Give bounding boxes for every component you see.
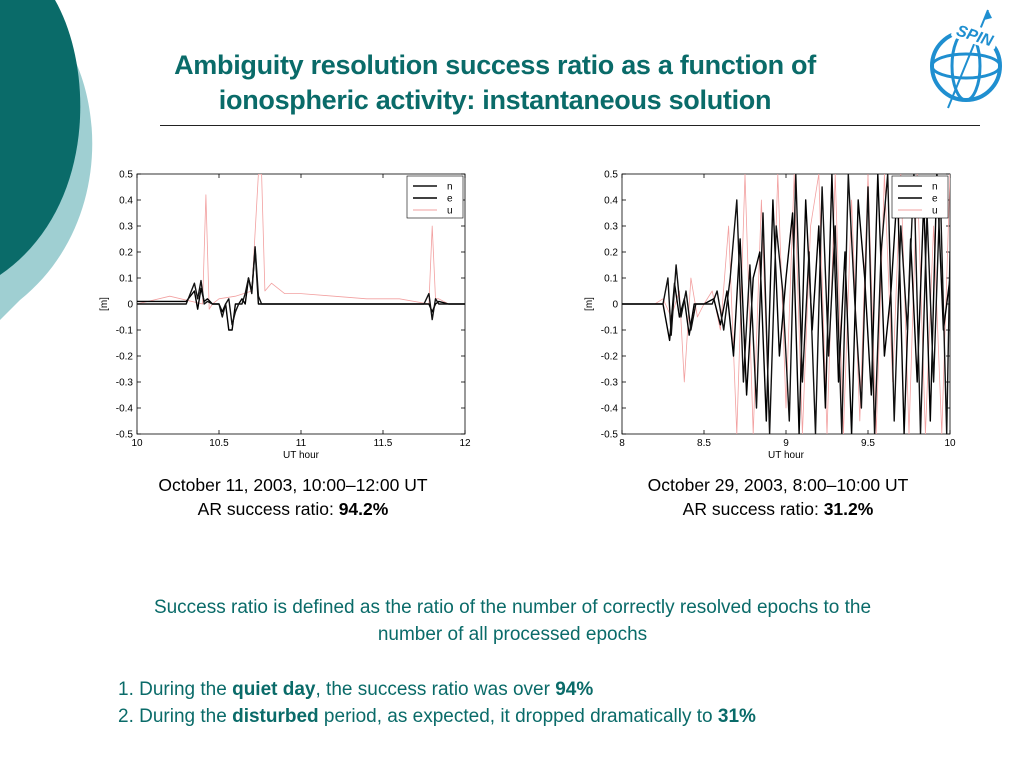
x-axis-label: UT hour bbox=[768, 450, 805, 461]
slide-title: Ambiguity resolution success ratio as a … bbox=[100, 48, 890, 118]
series-group bbox=[137, 174, 465, 331]
x-tick-label: 10.5 bbox=[209, 438, 229, 449]
caption-quiet-day: October 11, 2003, 10:00–12:00 UT AR succ… bbox=[103, 473, 483, 521]
chart-quiet-day: 0.5 0.4 0.3 0.2 0.1 0 -0.1 -0.2 -0.3 -0.4 -0.510 10… bbox=[99, 170, 471, 462]
y-tick-label: -0.2 bbox=[116, 352, 134, 363]
y-tick-label: 0.2 bbox=[119, 248, 133, 259]
y-tick-label: 0.1 bbox=[604, 274, 618, 285]
series-line-u bbox=[137, 174, 465, 310]
logo-text: SPIN bbox=[954, 23, 995, 51]
legend-label-u: u bbox=[932, 206, 938, 217]
y-tick-label: -0.3 bbox=[116, 378, 134, 389]
success-ratio-definition: Success ratio is defined as the ratio of… bbox=[153, 597, 872, 645]
chart-disturbed-period: 0.5 0.4 0.3 0.2 0.1 0 -0.1 -0.2 -0.3 -0.4 -0.58 8.5… bbox=[584, 170, 956, 462]
ratio-value: 94.2% bbox=[338, 499, 389, 519]
title-line-1: Ambiguity resolution success ratio as a … bbox=[174, 50, 816, 80]
y-tick-label: 0.4 bbox=[119, 196, 133, 207]
y-tick-label: 0 bbox=[612, 300, 618, 311]
dark-teal-shape bbox=[0, 0, 81, 275]
y-tick-label: -0.4 bbox=[116, 404, 134, 415]
y-tick-label: -0.3 bbox=[601, 378, 619, 389]
y-tick-label: -0.4 bbox=[601, 404, 619, 415]
y-tick-label: 0.2 bbox=[604, 248, 618, 259]
y-tick-label: 0 bbox=[127, 300, 133, 311]
caption-ratio: AR success ratio: 94.2% bbox=[197, 499, 389, 519]
series-line-n bbox=[137, 246, 465, 326]
y-tick-label: 0.4 bbox=[604, 196, 618, 207]
x-tick-label: 8.5 bbox=[697, 438, 711, 449]
title-line-2: ionospheric activity: instantaneous solu… bbox=[218, 85, 772, 115]
y-tick-label: 0.3 bbox=[604, 222, 618, 233]
series-group bbox=[622, 174, 950, 434]
y-tick-label: -0.1 bbox=[116, 326, 134, 337]
x-tick-label: 10 bbox=[131, 438, 143, 449]
y-tick-label: 0.1 bbox=[119, 274, 133, 285]
x-tick-label: 8 bbox=[619, 438, 625, 449]
caption-date: October 11, 2003, 10:00–12:00 UT bbox=[158, 475, 428, 495]
x-tick-label: 11 bbox=[296, 438, 307, 449]
y-axis-label: [m] bbox=[584, 297, 595, 311]
y-tick-label: -0.1 bbox=[601, 326, 619, 337]
y-tick-label: -0.5 bbox=[601, 430, 619, 441]
caption-disturbed: October 29, 2003, 8:00–10:00 UT AR succe… bbox=[588, 473, 968, 521]
series-line-e bbox=[137, 248, 465, 331]
finding-item-2: 2. During the disturbed period, as expec… bbox=[118, 706, 756, 727]
series-line-n bbox=[622, 174, 950, 434]
x-tick-label: 9 bbox=[783, 438, 789, 449]
legend-label-n: n bbox=[447, 182, 453, 193]
legend-box bbox=[406, 175, 464, 219]
caption-date: October 29, 2003, 8:00–10:00 UT bbox=[647, 475, 909, 495]
legend-label-n: n bbox=[932, 182, 938, 193]
title-divider bbox=[160, 125, 980, 126]
finding-item-1: 1. During the quiet day, the success rat… bbox=[118, 679, 594, 700]
y-tick-label: 0.3 bbox=[119, 222, 133, 233]
y-tick-label: 0.5 bbox=[119, 170, 133, 181]
findings-list: 1. During the quiet day, the success rat… bbox=[118, 676, 756, 730]
ratio-value: 31.2% bbox=[823, 499, 874, 519]
legend-box bbox=[891, 175, 949, 219]
y-tick-label: -0.2 bbox=[601, 352, 619, 363]
spin-logo: SPIN bbox=[930, 9, 1002, 109]
x-tick-label: 12 bbox=[459, 438, 471, 449]
x-axis-label: UT hour bbox=[283, 450, 320, 461]
legend-label-e: e bbox=[932, 194, 938, 205]
caption-ratio: AR success ratio: 31.2% bbox=[682, 499, 874, 519]
series-line-u bbox=[622, 174, 950, 434]
y-axis-label: [m] bbox=[99, 297, 110, 311]
x-tick-label: 9.5 bbox=[861, 438, 875, 449]
y-tick-label: 0.5 bbox=[604, 170, 618, 181]
legend-label-u: u bbox=[447, 206, 453, 217]
legend-label-e: e bbox=[447, 194, 453, 205]
left-decorative-band bbox=[0, 0, 93, 320]
x-tick-label: 10 bbox=[944, 438, 956, 449]
y-tick-label: -0.5 bbox=[116, 430, 134, 441]
x-tick-label: 11.5 bbox=[374, 438, 393, 449]
